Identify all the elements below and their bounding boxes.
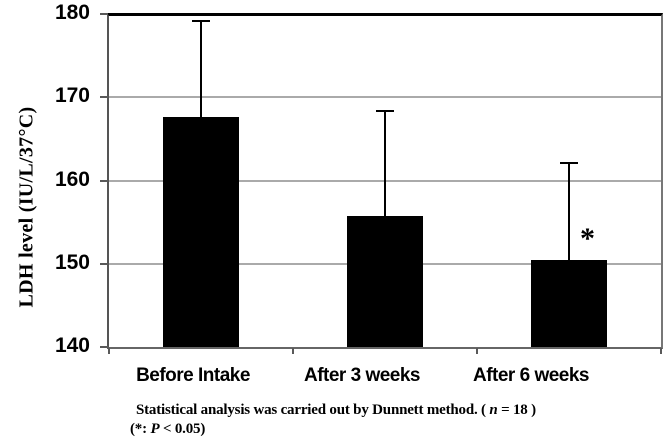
x-axis-label: After 3 weeks xyxy=(303,365,421,386)
y-axis-tick xyxy=(100,96,108,99)
y-axis-tick xyxy=(100,346,108,348)
bar-1 xyxy=(163,117,239,347)
error-bar-line xyxy=(384,111,386,217)
y-tick-label: 170 xyxy=(54,84,90,108)
x-axis-tick xyxy=(660,348,662,354)
error-bar-cap xyxy=(376,110,394,113)
y-axis-title: LDH level (IU/L/37°C) xyxy=(15,106,38,308)
error-bar-cap xyxy=(560,162,578,165)
y-tick-label: 140 xyxy=(54,334,90,357)
error-bar-line xyxy=(568,163,570,260)
y-axis-tick xyxy=(100,262,108,265)
x-axis-label: Before Intake xyxy=(136,365,250,386)
caption-line-2-p-italic: P xyxy=(150,421,160,437)
gridline xyxy=(109,96,661,99)
caption-line-1-tail: = 18 ) xyxy=(497,402,536,418)
error-bar-line xyxy=(200,20,202,118)
y-tick-label: 180 xyxy=(54,1,90,24)
caption-line-2-tail: < 0.05) xyxy=(159,421,206,437)
significance-asterisk: * xyxy=(580,221,595,255)
x-axis-tick xyxy=(292,348,294,354)
caption-line-2: (*: P < 0.05) xyxy=(130,420,205,439)
error-bar-cap xyxy=(192,19,210,22)
y-tick-label: 160 xyxy=(54,167,90,191)
x-axis-label: After 6 weeks xyxy=(472,365,590,386)
caption-line-2-text: (*: xyxy=(130,421,151,437)
y-axis-tick xyxy=(100,13,108,15)
x-axis-tick xyxy=(108,348,110,354)
caption-line-1-text: Statistical analysis was carried out by … xyxy=(136,402,490,418)
x-axis-tick xyxy=(476,348,478,354)
bar-3 xyxy=(531,259,607,347)
bar-2 xyxy=(347,216,423,347)
caption-line-1-n-italic: n xyxy=(489,402,498,418)
caption-line-1: Statistical analysis was carried out by … xyxy=(136,401,536,420)
y-axis-tick xyxy=(100,179,108,182)
y-tick-label: 150 xyxy=(54,250,90,274)
